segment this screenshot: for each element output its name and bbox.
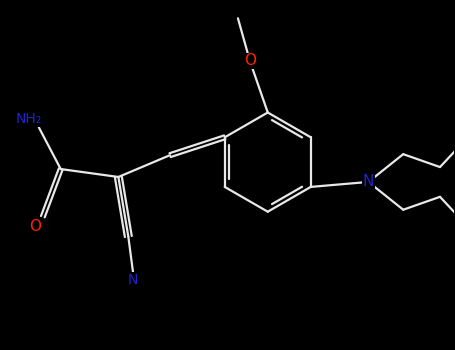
Text: N: N [128,273,138,287]
Text: O: O [244,54,256,68]
Text: O: O [29,219,41,234]
Text: NH₂: NH₂ [16,112,42,126]
Text: N: N [363,174,374,189]
